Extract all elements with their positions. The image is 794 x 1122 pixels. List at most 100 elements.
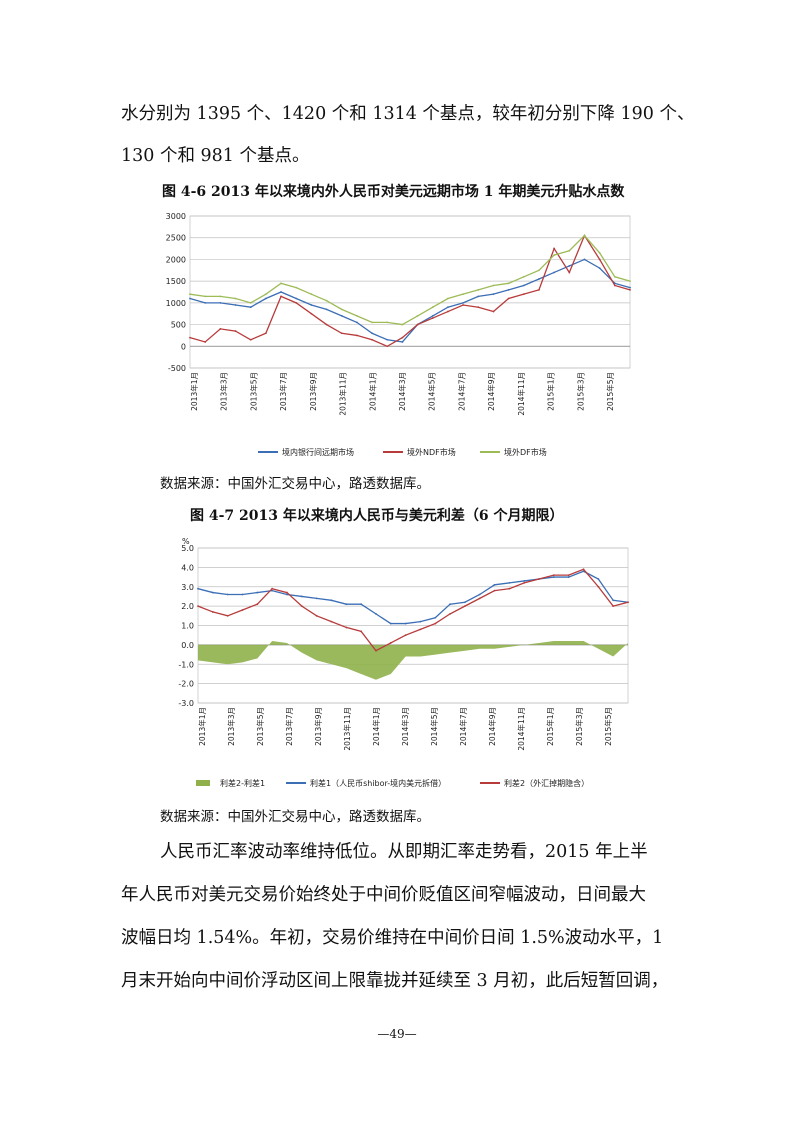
y-tick-label: 3000 bbox=[166, 212, 186, 221]
series-point-1 bbox=[249, 338, 252, 341]
series-point-1 bbox=[598, 258, 601, 261]
series-point-2 bbox=[340, 308, 343, 311]
series-point-2 bbox=[241, 609, 244, 611]
series-point-1 bbox=[375, 612, 377, 615]
series-point-2 bbox=[567, 574, 570, 577]
series-point-2 bbox=[522, 275, 525, 278]
series-point-2 bbox=[597, 585, 600, 588]
series-point-2 bbox=[507, 282, 510, 285]
series-point-2 bbox=[419, 628, 422, 631]
series-point-0 bbox=[447, 306, 449, 309]
series-point-2 bbox=[613, 275, 616, 278]
series-point-2 bbox=[330, 620, 333, 623]
series-point-1 bbox=[567, 576, 570, 578]
series-point-1 bbox=[508, 581, 511, 584]
y-tick-label: 0 bbox=[181, 342, 186, 351]
series-point-1 bbox=[507, 297, 510, 300]
x-tick-label: 2013年5月 bbox=[255, 707, 265, 746]
series-point-2 bbox=[447, 297, 449, 300]
legend-label: 境内银行间远期市场 bbox=[282, 447, 354, 457]
series-point-1 bbox=[197, 587, 199, 590]
series-point-2 bbox=[404, 634, 407, 637]
figure-4-6-caption: 图 4-6 2013 年以来境内外人民币对美元远期市场 1 年期美元升贴水点数 bbox=[162, 184, 625, 200]
series-point-2 bbox=[325, 299, 328, 302]
series-point-1 bbox=[477, 306, 480, 309]
y-tick-label: 3.0 bbox=[181, 583, 194, 592]
x-tick-label: 2013年7月 bbox=[284, 707, 294, 746]
series-point-2 bbox=[477, 288, 480, 291]
series-point-1 bbox=[310, 312, 313, 315]
series-point-2 bbox=[234, 297, 237, 300]
series-point-1 bbox=[280, 295, 282, 298]
x-tick-label: 2014年7月 bbox=[456, 372, 466, 411]
y-tick-label: 500 bbox=[171, 321, 186, 330]
series-point-0 bbox=[431, 314, 434, 317]
y-tick-label: 0.0 bbox=[181, 641, 194, 650]
series-point-1 bbox=[612, 599, 615, 602]
series-point-2 bbox=[612, 605, 615, 608]
series-point-2 bbox=[375, 649, 377, 652]
series-point-0 bbox=[629, 286, 631, 289]
y-tick-label: 5.0 bbox=[181, 544, 194, 553]
series-point-2 bbox=[389, 642, 392, 644]
series-point-1 bbox=[295, 301, 298, 304]
series-point-2 bbox=[280, 282, 282, 285]
x-tick-label: 2014年1月 bbox=[371, 707, 381, 746]
x-tick-label: 2013年11月 bbox=[338, 372, 348, 416]
series-point-2 bbox=[449, 612, 451, 615]
series-point-0 bbox=[295, 297, 298, 300]
y-tick-label: 1000 bbox=[166, 299, 186, 308]
x-tick-label: 2015年3月 bbox=[574, 707, 584, 746]
series-point-1 bbox=[286, 593, 288, 596]
series-point-1 bbox=[256, 591, 259, 594]
series-line-1 bbox=[189, 234, 631, 348]
series-point-1 bbox=[522, 293, 525, 296]
series-point-1 bbox=[264, 332, 267, 335]
figure-4-7-caption: 图 4-7 2013 年以来境内人民币与美元利差（6 个月期限） bbox=[190, 508, 564, 524]
paragraph-line-5: 波幅日均 1.54%。年初，交易价维持在中间价日间 1.5%波动水平，1 bbox=[121, 928, 664, 948]
series-point-0 bbox=[386, 338, 389, 341]
y-tick-label: -500 bbox=[168, 364, 186, 373]
series-point-2 bbox=[478, 597, 481, 600]
paragraph-line-6: 月末开始向中间价浮动区间上限靠拢并延续至 3 月初，此后短暂回调， bbox=[121, 971, 669, 991]
series-point-0 bbox=[371, 332, 373, 335]
series-point-1 bbox=[552, 576, 555, 578]
series-point-2 bbox=[583, 234, 586, 237]
series-point-2 bbox=[345, 626, 348, 629]
y-tick-label: -3.0 bbox=[178, 699, 194, 708]
series-point-0 bbox=[310, 304, 313, 306]
series-point-0 bbox=[522, 284, 525, 287]
x-tick-label: 2013年3月 bbox=[219, 372, 229, 411]
series-point-0 bbox=[492, 293, 495, 296]
y-tick-label: 4.0 bbox=[181, 563, 194, 572]
series-point-2 bbox=[249, 301, 252, 304]
series-point-1 bbox=[462, 304, 465, 306]
series-point-1 bbox=[386, 345, 389, 348]
series-point-1 bbox=[355, 334, 358, 337]
series-point-0 bbox=[401, 341, 404, 343]
series-point-1 bbox=[345, 603, 348, 606]
series-point-2 bbox=[492, 284, 495, 287]
series-point-1 bbox=[330, 599, 333, 602]
x-tick-label: 2014年9月 bbox=[486, 372, 496, 411]
series-point-2 bbox=[462, 293, 465, 296]
series-line-0 bbox=[189, 258, 631, 343]
series-point-0 bbox=[280, 291, 282, 293]
series-point-1 bbox=[613, 284, 616, 287]
legend-label: 境外NDF市场 bbox=[407, 447, 456, 457]
series-point-1 bbox=[271, 589, 274, 592]
series-point-2 bbox=[211, 611, 214, 613]
y-tick-label: 2000 bbox=[166, 255, 186, 264]
legend-label: 利差1（人民币shibor-境内美元拆借） bbox=[310, 778, 446, 788]
y-tick-label: 2.0 bbox=[181, 602, 194, 611]
series-point-1 bbox=[389, 622, 392, 625]
series-point-0 bbox=[204, 301, 207, 304]
x-tick-label: 2014年9月 bbox=[487, 707, 497, 746]
legend-label: 境外DF市场 bbox=[504, 447, 547, 457]
series-point-2 bbox=[627, 601, 629, 604]
series-point-1 bbox=[234, 330, 237, 332]
series-point-2 bbox=[463, 605, 466, 608]
figure-4-6-source: 数据来源：中国外汇交易中心，路透数据库。 bbox=[160, 476, 430, 492]
series-point-0 bbox=[477, 295, 480, 298]
series-point-2 bbox=[523, 581, 526, 584]
